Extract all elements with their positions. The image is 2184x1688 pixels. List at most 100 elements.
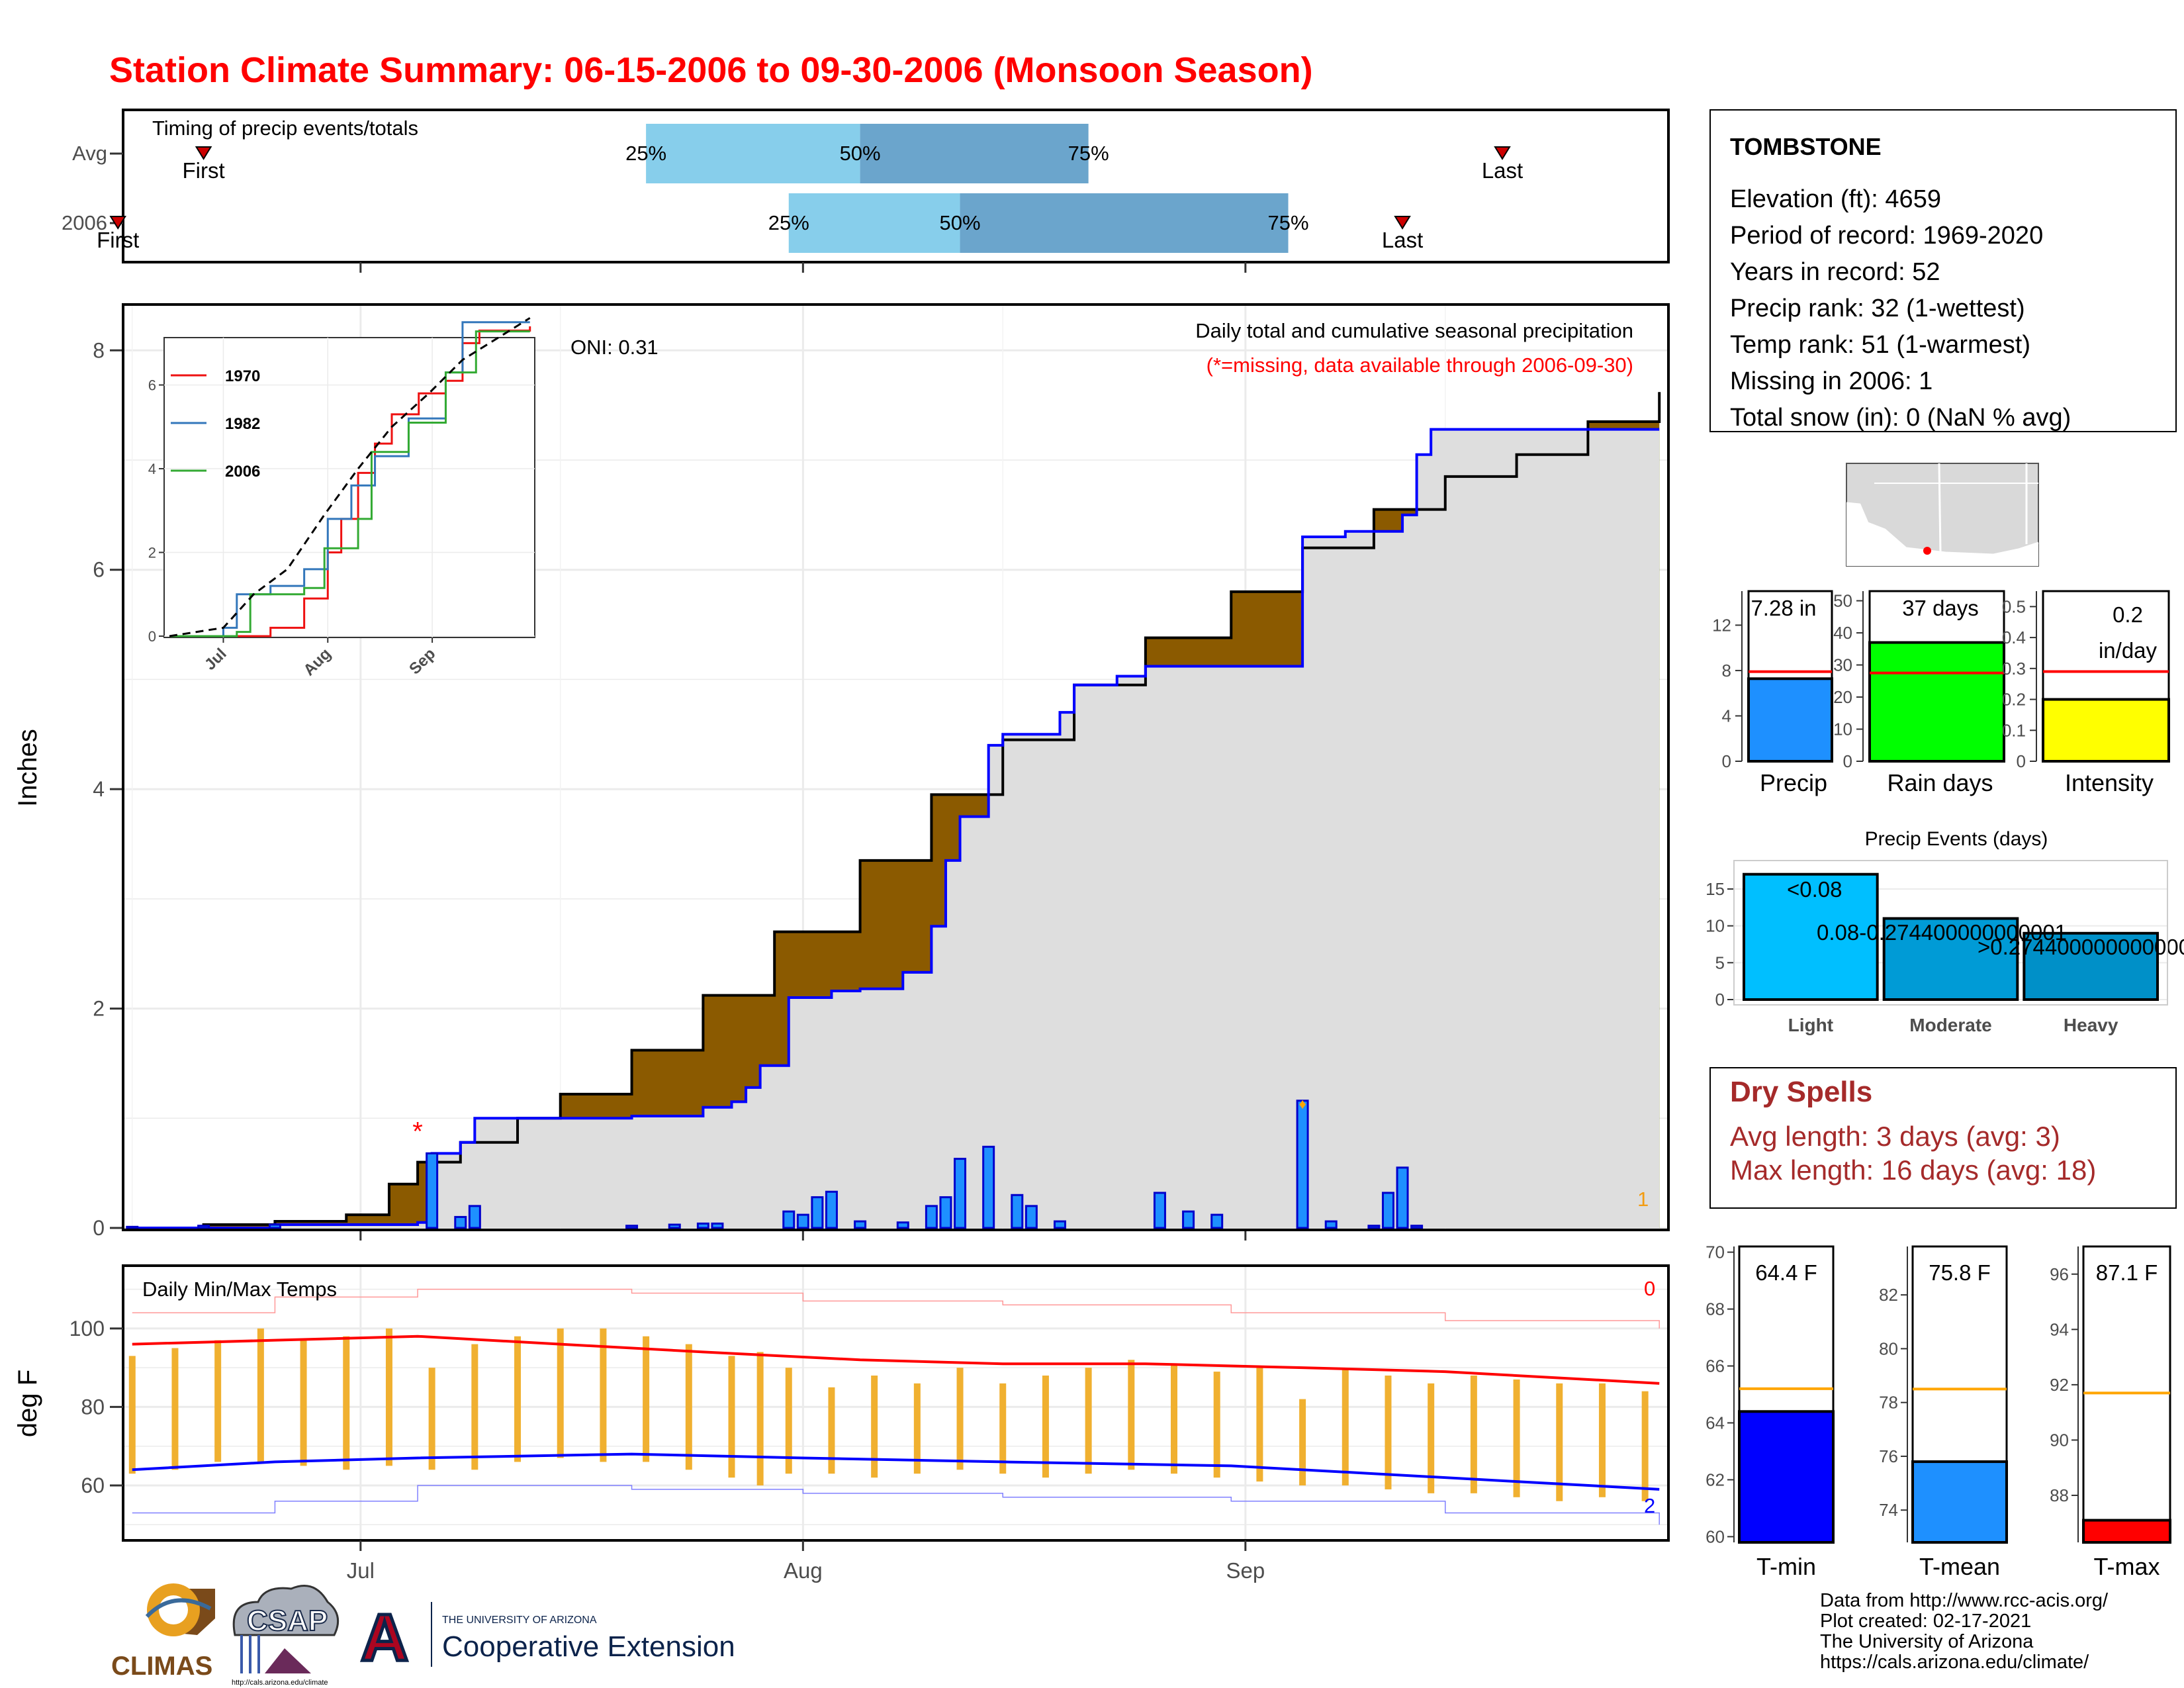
temp-summary-bar-2 <box>2082 1519 2171 1544</box>
daily-precip-bar <box>1182 1210 1195 1229</box>
timing-row-label: 2006 <box>62 211 107 234</box>
precip-ytick-label: 4 <box>93 777 105 801</box>
temp-summary-ytick-label: 94 <box>2050 1319 2069 1339</box>
daily-precip-bar <box>782 1210 796 1229</box>
temp-summary-ytick-label: 74 <box>1879 1500 1898 1520</box>
inset-ytick-label: 0 <box>148 628 156 645</box>
daily-temp-bar <box>685 1344 692 1470</box>
inset-ytick-label: 2 <box>148 545 156 561</box>
page-title: Station Climate Summary: 06-15-2006 to 0… <box>109 50 1313 90</box>
daily-precip-bar <box>268 1223 281 1229</box>
record-low-count: 2 <box>1644 1494 1655 1517</box>
inset-legend-label: 1982 <box>225 415 260 433</box>
precip-avg-line <box>132 392 1661 1229</box>
daily-temp-bar <box>1470 1376 1477 1493</box>
temp-ytick-label: 100 <box>69 1317 105 1340</box>
precip-panel: * ♦ 0 2 4 6 8 Inches Daily total and cumulati… <box>13 303 1670 1241</box>
daily-temp-bar <box>1428 1383 1435 1493</box>
daily-temp-bar <box>913 1383 921 1474</box>
precip-ylabel: Inches <box>13 729 42 807</box>
summary-ytick-label: 4 <box>1722 706 1731 726</box>
daily-precip-bar <box>468 1205 481 1229</box>
temp-summary-ytick-label: 76 <box>1879 1446 1898 1466</box>
events-value-label: >0.274400000000000 <box>1978 935 2184 959</box>
timing-last-label: Last <box>1482 158 1523 183</box>
daily-precip-bar <box>625 1225 639 1229</box>
daily-temp-bar <box>343 1336 350 1470</box>
summary-ytick-label: 0.1 <box>2002 720 2026 740</box>
daily-precip-bar <box>1296 1100 1309 1229</box>
daily-temp-bar <box>1085 1368 1092 1474</box>
events-ytick-label: 15 <box>1706 879 1725 899</box>
daily-temp-bar <box>1171 1364 1178 1474</box>
summary-ytick-label: 30 <box>1833 655 1852 675</box>
daily-temp-bar <box>600 1328 607 1462</box>
summary-category-label: Precip <box>1760 769 1827 796</box>
timing-q25-q50-bar <box>788 193 960 253</box>
dry-spells-max: Max length: 16 days (avg: 18) <box>1730 1154 2096 1186</box>
ua-name-text: Cooperative Extension <box>442 1630 735 1663</box>
temp-ytick-label: 60 <box>81 1474 105 1497</box>
temp-summary-category-label: T-min <box>1756 1553 1816 1580</box>
max-daily-marker: ♦ <box>1298 1096 1306 1112</box>
temp-summary-ytick-label: 88 <box>2050 1485 2069 1505</box>
timing-q25-label: 25% <box>768 211 809 234</box>
daily-precip-bar <box>811 1196 824 1229</box>
daily-precip-bar <box>954 1158 967 1229</box>
daily-temp-bar <box>1299 1399 1306 1485</box>
temp-xtick-label: Aug <box>784 1558 823 1583</box>
daily-temp-bar <box>1342 1368 1349 1485</box>
timing-q50-q75-bar <box>860 124 1089 183</box>
events-value-label: 0.08-0.274400000000001 <box>1817 920 2067 945</box>
climas-logo-text: CLIMAS <box>111 1652 212 1681</box>
inset-series-avg <box>169 317 531 637</box>
precip-observed-area <box>132 429 1660 1228</box>
temp-record-low-line <box>132 1485 1660 1525</box>
summary-ytick-label: 8 <box>1722 661 1731 680</box>
summary-value-label: 7.28 in <box>1751 596 1816 620</box>
temp-summary-ytick-label: 82 <box>1879 1285 1898 1305</box>
temp-summary-value-label: 64.4 F <box>1755 1260 1817 1285</box>
daily-temp-bar <box>1128 1360 1135 1470</box>
daily-temp-bar <box>1213 1372 1220 1478</box>
daily-precip-bar <box>1024 1205 1038 1229</box>
precip-ytick-label: 0 <box>93 1216 105 1240</box>
station-info-line: Total snow (in): 0 (NaN % avg) <box>1730 404 2071 432</box>
daily-precip-bar <box>1011 1194 1024 1229</box>
daily-precip-bar <box>1053 1220 1066 1229</box>
events-bar-0 <box>1743 872 1879 1002</box>
precip-2006-line <box>132 428 1660 1229</box>
summary-ytick-label: 0 <box>2017 751 2026 771</box>
temp-summary-bar-0 <box>1738 1410 1835 1544</box>
temp-summary-bar-1 <box>1911 1460 2008 1544</box>
temp-xtick-label: Sep <box>1226 1558 1265 1583</box>
daily-temp-bar <box>1513 1379 1520 1497</box>
summary-ytick-label: 0.2 <box>2002 690 2026 710</box>
timing-q50-q75-bar <box>960 193 1289 253</box>
footer-line: Plot created: 02-17-2021 <box>1820 1611 2031 1632</box>
summary-value-label: 37 days <box>1902 596 1979 620</box>
summary-value-label: 0.2 <box>2113 602 2143 627</box>
daily-temp-bar <box>1385 1376 1392 1489</box>
daily-precip-bar <box>426 1152 439 1229</box>
temp-record-high-line <box>132 1288 1660 1329</box>
daily-temp-bar <box>1641 1391 1649 1501</box>
timing-title: Timing of precip events/totals <box>152 117 418 140</box>
daily-precip-bar <box>939 1196 952 1229</box>
events-ytick-label: 5 <box>1715 953 1725 972</box>
temp-summary-ytick-label: 66 <box>1706 1356 1725 1376</box>
inset-ytick-label: 4 <box>148 461 156 477</box>
dry-spells-box: Dry Spells Avg length: 3 days (avg: 3) M… <box>1709 1067 2177 1209</box>
daily-temp-bar <box>300 1340 307 1466</box>
temp-avg-min-line <box>132 1452 1660 1491</box>
daily-temp-bar <box>514 1336 522 1462</box>
temp-summary-category-label: T-mean <box>1919 1553 2000 1580</box>
temp-summary-ytick-label: 64 <box>1706 1413 1725 1432</box>
precip-ytick-label: 8 <box>93 338 105 362</box>
missing-marker: * <box>412 1117 423 1147</box>
daily-temp-bar <box>828 1387 835 1474</box>
daily-temp-bar <box>471 1344 478 1470</box>
temp-panel: Daily Min/Max Temps 0 2 deg F 60 80 100 Jul… <box>13 1264 1670 1583</box>
timing-first-marker <box>109 216 127 230</box>
temp-summary-frame <box>2082 1245 2171 1544</box>
